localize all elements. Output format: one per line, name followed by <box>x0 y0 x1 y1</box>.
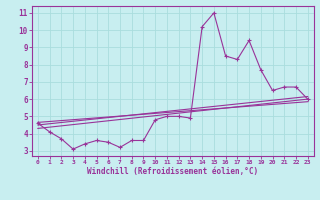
X-axis label: Windchill (Refroidissement éolien,°C): Windchill (Refroidissement éolien,°C) <box>87 167 258 176</box>
